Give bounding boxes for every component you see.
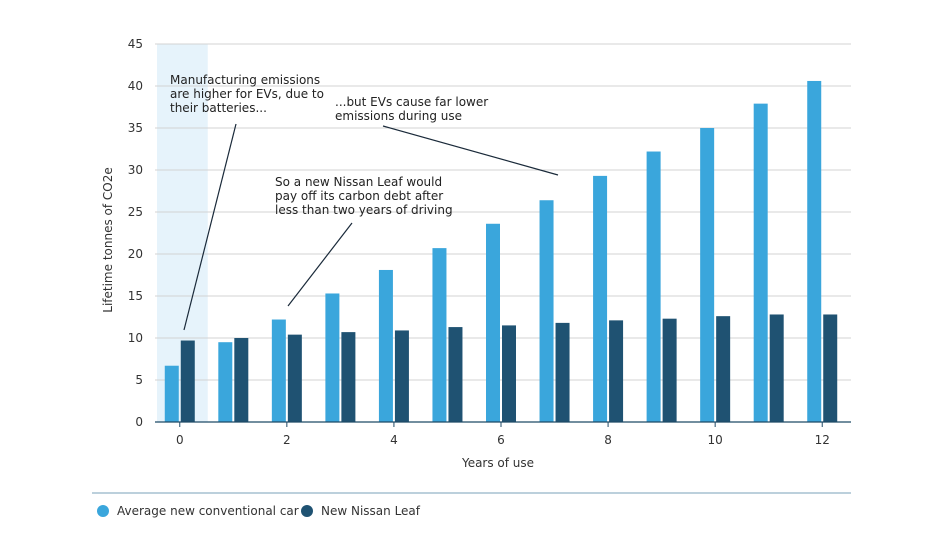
x-tick-label: 2 (283, 433, 291, 447)
annotation-text-line: emissions during use (335, 109, 462, 123)
bar-leaf (502, 325, 516, 422)
bars (164, 80, 838, 423)
x-axis (155, 421, 851, 427)
legend-swatch-conventional (97, 505, 109, 517)
bar-conventional (646, 151, 661, 422)
bar-leaf (234, 338, 249, 422)
y-tick-label: 35 (128, 121, 143, 135)
bar-leaf (394, 330, 409, 422)
annotation-text-line: So a new Nissan Leaf would (275, 175, 442, 189)
bar-leaf (448, 327, 463, 422)
x-tick-label: 12 (815, 433, 830, 447)
annotation-leader-line (183, 123, 237, 331)
y-tick-label: 40 (128, 79, 143, 93)
bar-leaf (287, 334, 302, 422)
legend: Average new conventional car New Nissan … (97, 504, 421, 518)
bar-conventional (753, 103, 768, 422)
annotation-text-line: Manufacturing emissions (170, 73, 320, 87)
y-axis-title: Lifetime tonnes of CO2e (101, 167, 115, 312)
annotation-text-line: are higher for EVs, due to (170, 87, 324, 101)
y-tick-label: 20 (128, 247, 143, 261)
bar-conventional (218, 342, 233, 422)
y-tick-label: 15 (128, 289, 143, 303)
x-axis-title: Years of use (461, 456, 534, 470)
bar-conventional (486, 223, 500, 422)
y-tick-label: 0 (135, 415, 143, 429)
y-tick-label: 30 (128, 163, 143, 177)
bar-leaf (823, 314, 838, 422)
tick-labels: 0 5 10 15 20 25 30 35 40 45 0 2 4 6 8 10 12 (128, 37, 830, 447)
bar-leaf (716, 316, 731, 422)
annotation-text-line: ...but EVs cause far lower (335, 95, 488, 109)
legend-label-conventional: Average new conventional car (117, 504, 299, 518)
annotation-text-line: less than two years of driving (275, 203, 453, 217)
y-tick-label: 10 (128, 331, 143, 345)
bar-conventional (807, 80, 822, 423)
bar-conventional (432, 248, 447, 422)
legend-swatch-leaf (301, 505, 313, 517)
bar-conventional (539, 200, 554, 422)
annotation-leader-line (382, 125, 559, 176)
x-tick-label: 8 (604, 433, 612, 447)
y-tick-label: 45 (128, 37, 143, 51)
bar-conventional (164, 365, 179, 422)
bar-leaf (662, 318, 677, 422)
annotation-text-line: pay off its carbon debt after (275, 189, 443, 203)
x-tick-label: 0 (176, 433, 184, 447)
bar-conventional (325, 293, 340, 422)
bar-leaf (341, 332, 356, 422)
bar-conventional (593, 175, 608, 422)
bar-leaf (180, 340, 195, 422)
bar-leaf (555, 322, 570, 422)
legend-label-leaf: New Nissan Leaf (321, 504, 421, 518)
bar-conventional (271, 319, 286, 422)
x-tick-label: 10 (708, 433, 723, 447)
y-tick-label: 5 (135, 373, 143, 387)
annotation-leader-line (287, 222, 353, 307)
bar-leaf (769, 314, 784, 422)
bar-conventional (378, 269, 393, 422)
y-tick-label: 25 (128, 205, 143, 219)
x-tick-label: 4 (390, 433, 398, 447)
x-tick-label: 6 (497, 433, 505, 447)
annotation-text-line: their batteries... (170, 101, 267, 115)
bar-conventional (700, 128, 715, 422)
bar-leaf (609, 320, 624, 422)
